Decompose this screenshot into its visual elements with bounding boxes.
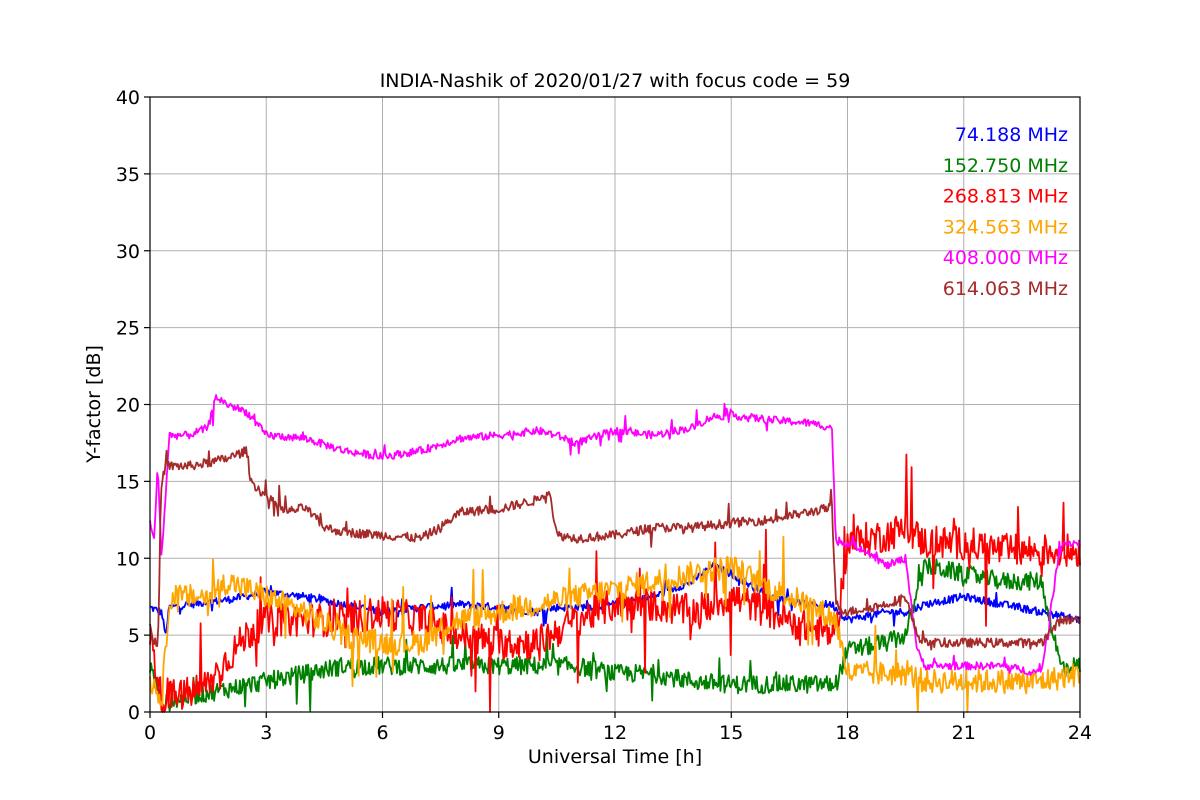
series-layer: [149, 394, 1081, 713]
x-tick-label: 3: [260, 722, 272, 744]
y-tick-label: 10: [116, 548, 140, 570]
y-tick-label: 5: [128, 625, 140, 647]
x-tick-label: 0: [144, 722, 156, 744]
y-tick-label: 0: [128, 702, 140, 724]
x-axis-label: Universal Time [h]: [528, 746, 702, 768]
y-tick-label: 25: [116, 318, 140, 340]
y-tick-label: 35: [116, 164, 140, 186]
y-tick-label: 20: [116, 395, 140, 417]
x-tick-label: 18: [835, 722, 859, 744]
series-line-3: [149, 535, 1081, 713]
y-tick-label: 40: [116, 87, 140, 109]
legend-entry: 324.563 MHz: [943, 216, 1068, 238]
legend-entry: 614.063 MHz: [943, 278, 1068, 300]
y-axis-label: Y-factor [dB]: [83, 345, 105, 464]
x-tick-label: 12: [603, 722, 627, 744]
ticks: 0 3 6 9 12 15 18 21 24 0 5 10 15 20 25 30 35 40: [116, 87, 1092, 744]
x-tick-label: 9: [493, 722, 505, 744]
legend-entry: 268.813 MHz: [943, 186, 1068, 208]
legend-entry: 152.750 MHz: [943, 155, 1068, 177]
x-tick-label: 24: [1068, 722, 1092, 744]
legend-entry: 408.000 MHz: [943, 247, 1068, 269]
series-line-0: [149, 562, 1081, 634]
series-line-1: [149, 557, 1081, 713]
y-tick-label: 15: [116, 471, 140, 493]
legend: 74.188 MHz 152.750 MHz 268.813 MHz 324.563 …: [943, 124, 1068, 300]
x-tick-label: 6: [376, 722, 388, 744]
y-tick-label: 30: [116, 241, 140, 263]
series-line-4: [149, 394, 1081, 676]
legend-entry: 74.188 MHz: [955, 124, 1068, 146]
x-tick-label: 15: [719, 722, 743, 744]
x-tick-label: 21: [952, 722, 976, 744]
series-line-5: [149, 446, 1081, 651]
chart-title: INDIA-Nashik of 2020/01/27 with focus co…: [380, 70, 851, 92]
